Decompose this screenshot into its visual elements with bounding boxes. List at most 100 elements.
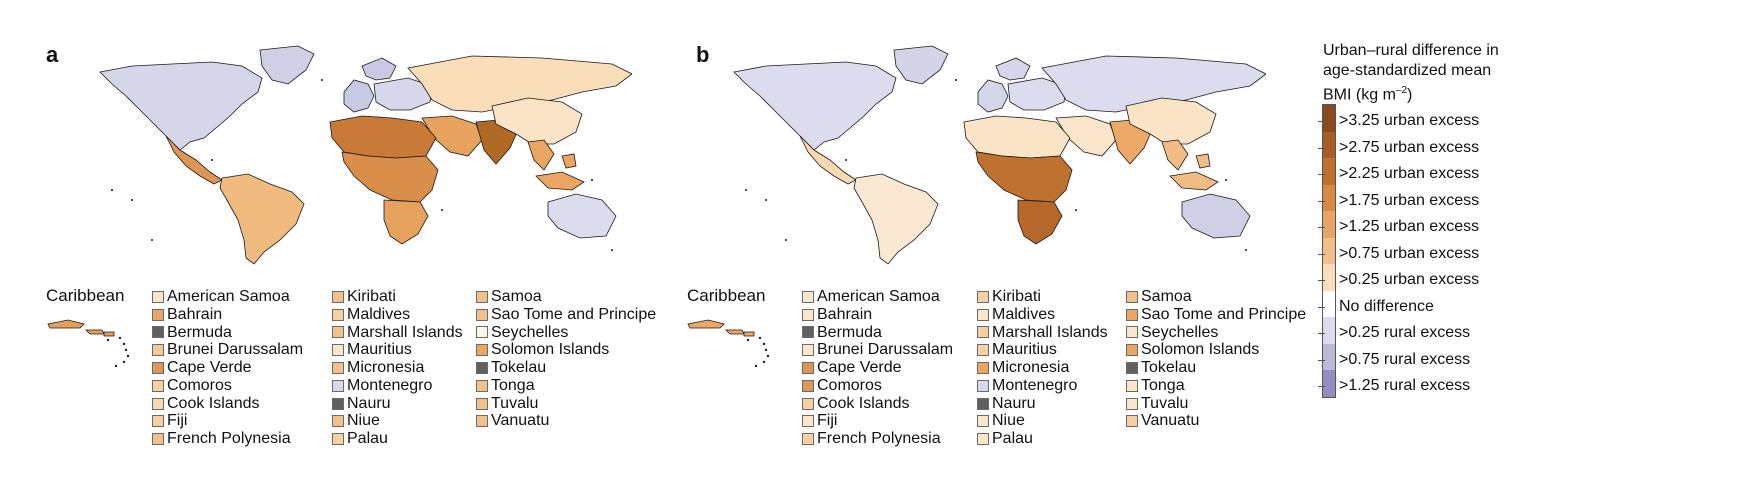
- map-region-russia-central-asia: [407, 55, 632, 113]
- map-island-dot: [845, 159, 847, 161]
- map-region-australia: [1181, 193, 1251, 239]
- country-swatch: [1126, 290, 1138, 303]
- country-name: Kiribati: [992, 287, 1041, 305]
- colorbar-segment: [1323, 131, 1335, 158]
- country-name: Comoros: [167, 376, 232, 394]
- map-region-south-america: [853, 173, 939, 265]
- caribbean-island: [725, 329, 745, 335]
- caribbean-inset-map-b: [687, 319, 770, 368]
- country-swatch: [332, 290, 344, 303]
- country-name: American Samoa: [167, 287, 290, 305]
- country-name: French Polynesia: [817, 430, 941, 448]
- country-swatch: [802, 362, 814, 375]
- country-swatch: [1126, 326, 1138, 339]
- country-name: Fiji: [167, 412, 188, 430]
- country-list-b-col2: Kiribati Maldives Marshall Islands Mauritiu…: [977, 288, 1108, 448]
- caribbean-island-dot: [762, 342, 766, 346]
- country-name: Maldives: [992, 305, 1056, 323]
- country-item: French Polynesia: [802, 430, 953, 448]
- country-swatch: [1126, 308, 1138, 321]
- country-swatch: [1126, 415, 1138, 428]
- country-name: Samoa: [1141, 287, 1192, 305]
- legend-bin-label: >3.25 urban excess: [1317, 108, 1479, 135]
- map-island-dot: [765, 199, 767, 201]
- country-item: French Polynesia: [152, 430, 303, 448]
- country-item: Cook Islands: [152, 395, 303, 413]
- country-item: Montenegro: [332, 377, 463, 395]
- map-region-north-america: [99, 61, 263, 151]
- country-name: Bahrain: [167, 305, 223, 323]
- map-region-australia: [547, 193, 617, 239]
- country-name: American Samoa: [817, 287, 940, 305]
- country-name: Micronesia: [347, 359, 425, 377]
- country-swatch: [1126, 362, 1138, 375]
- country-item: Niue: [332, 412, 463, 431]
- country-swatch: [332, 362, 344, 375]
- country-swatch: [802, 379, 814, 392]
- country-item: Tonga: [476, 377, 656, 395]
- country-name: French Polynesia: [167, 430, 291, 448]
- caribbean-island: [103, 331, 115, 337]
- country-item: Samoa: [1126, 288, 1306, 306]
- country-item: Nauru: [332, 395, 463, 413]
- map-region-southern-africa: [383, 199, 429, 245]
- country-item: Maldives: [977, 306, 1108, 324]
- map-region-central-america: [165, 135, 223, 185]
- country-item: American Samoa: [802, 288, 953, 306]
- colorbar-segment: [1323, 370, 1335, 397]
- country-swatch: [476, 326, 488, 339]
- country-name: Bermuda: [167, 323, 232, 341]
- colorbar-segment: [1323, 211, 1335, 238]
- legend-title: Urban–rural difference in age-standardiz…: [1323, 41, 1523, 105]
- country-name: Tokelau: [491, 359, 547, 377]
- country-item: Tonga: [1126, 377, 1306, 395]
- country-swatch: [977, 415, 989, 428]
- country-swatch: [1126, 344, 1138, 357]
- country-swatch: [332, 433, 344, 446]
- map-island-dot: [1225, 179, 1227, 181]
- country-item: Marshall Islands: [332, 324, 463, 342]
- country-swatch: [802, 397, 814, 410]
- map-island-dot: [611, 249, 613, 251]
- map-island-dot: [321, 79, 323, 81]
- caribbean-island-dot: [106, 338, 110, 342]
- legend-bin-label: >1.75 urban excess: [1317, 188, 1479, 215]
- country-name: Sao Tome and Principe: [491, 305, 657, 323]
- caribbean-island: [687, 319, 725, 329]
- map-island-dot: [591, 179, 593, 181]
- country-item: Solomon Islands: [1126, 341, 1306, 359]
- country-name: Tokelau: [1141, 359, 1197, 377]
- map-island-dot: [441, 209, 443, 211]
- legend-bin-label: >1.25 rural excess: [1317, 373, 1479, 400]
- country-swatch: [152, 433, 164, 446]
- country-name: Vanuatu: [1141, 412, 1200, 430]
- country-name: Fiji: [817, 412, 838, 430]
- legend-bin-label: >2.25 urban excess: [1317, 161, 1479, 188]
- country-swatch: [802, 308, 814, 321]
- country-swatch: [476, 290, 488, 303]
- country-item: Kiribati: [977, 288, 1108, 306]
- country-swatch: [476, 415, 488, 428]
- country-item: Tuvalu: [1126, 395, 1306, 413]
- map-island-dot: [785, 239, 787, 241]
- country-name: Marshall Islands: [992, 323, 1108, 341]
- country-item: Tokelau: [476, 359, 656, 377]
- country-item: Seychelles: [1126, 324, 1306, 342]
- colorbar-segment: [1323, 105, 1335, 132]
- map-island-dot: [1245, 249, 1247, 251]
- map-region-southeast-asia: [1161, 139, 1189, 171]
- country-item: Vanuatu: [1126, 412, 1306, 431]
- country-item: Sao Tome and Principe: [1126, 306, 1306, 324]
- country-swatch: [332, 344, 344, 357]
- caribbean-island: [743, 331, 755, 337]
- country-name: Mauritius: [992, 341, 1057, 359]
- map-region-middle-east: [421, 115, 483, 157]
- country-list-a-col1: American Samoa Bahrain Bermuda Brunei Darus…: [152, 288, 303, 448]
- map-region-sub-saharan-africa: [341, 151, 439, 203]
- map-region-china-east-asia: [491, 97, 583, 145]
- world-map-b: [733, 45, 1266, 265]
- country-item: Bermuda: [152, 324, 303, 342]
- country-swatch: [977, 326, 989, 339]
- country-name: Samoa: [491, 287, 542, 305]
- country-name: Tuvalu: [1141, 394, 1189, 412]
